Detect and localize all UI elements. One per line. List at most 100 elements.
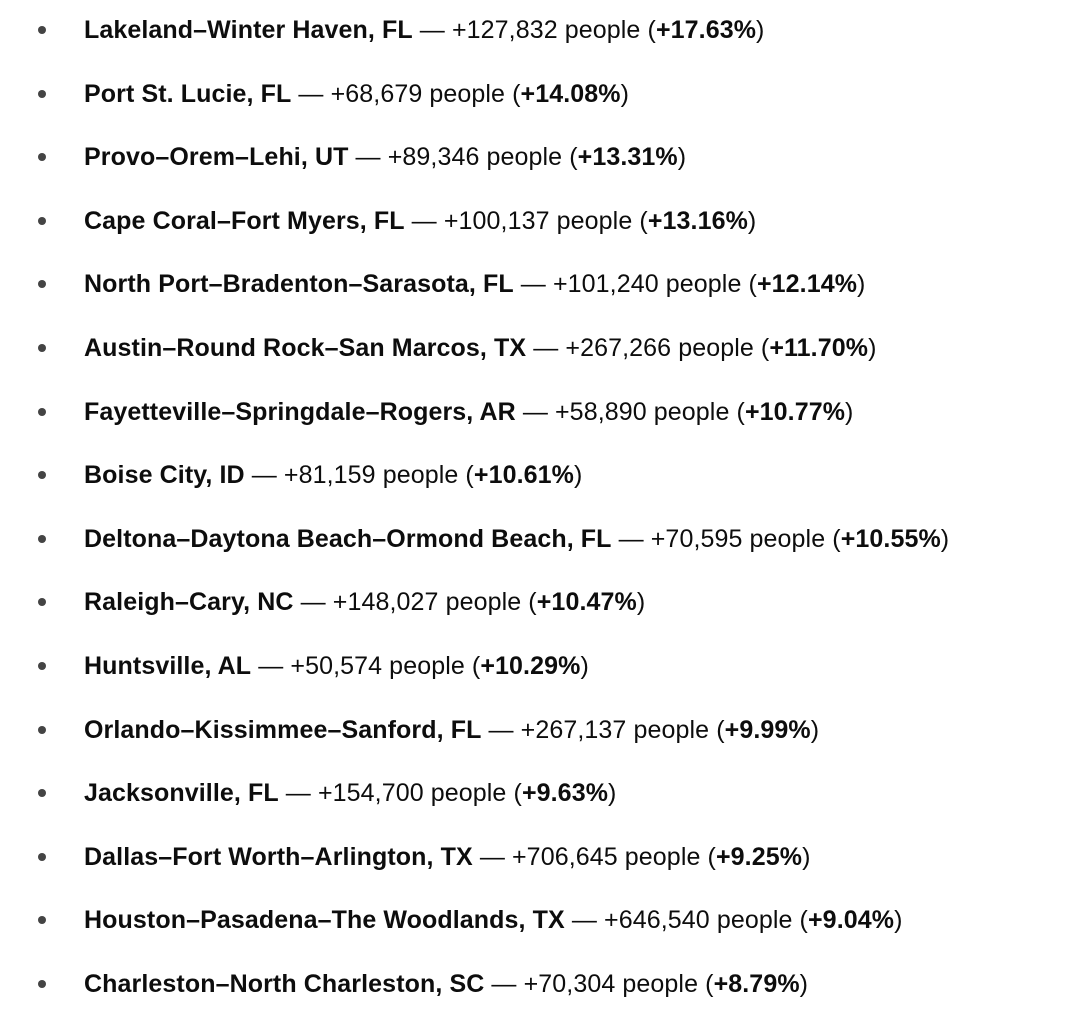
list-item: Boise City, ID — +81,159 people (+10.61%…: [0, 455, 1074, 495]
list-item: Houston–Pasadena–The Woodlands, TX — +64…: [0, 900, 1074, 940]
separator: —: [404, 207, 444, 235]
separator: —: [472, 843, 512, 871]
bullet-icon: [38, 280, 46, 288]
list-item: Provo–Orem–Lehi, UT — +89,346 people (+1…: [0, 137, 1074, 177]
list-item-text: Orlando–Kissimmee–Sanford, FL — +267,137…: [84, 710, 819, 750]
list-item: Austin–Round Rock–San Marcos, TX — +267,…: [0, 328, 1074, 368]
growth-count: +50,574 people: [290, 652, 465, 680]
list-item: Dallas–Fort Worth–Arlington, TX — +706,6…: [0, 837, 1074, 877]
list-item-text: Austin–Round Rock–San Marcos, TX — +267,…: [84, 328, 877, 368]
bullet-icon: [38, 726, 46, 734]
growth-count: +706,645 people: [511, 843, 701, 871]
growth-percent: +9.25%: [715, 843, 803, 871]
list-item: Deltona–Daytona Beach–Ormond Beach, FL —…: [0, 519, 1074, 559]
metro-name: Charleston–North Charleston, SC: [84, 970, 485, 998]
growth-percent: +8.79%: [713, 970, 800, 998]
paren-close: ): [608, 779, 617, 807]
list-item-text: Huntsville, AL — +50,574 people (+10.29%…: [84, 646, 589, 686]
paren-close: ): [636, 588, 646, 616]
paren-open: (: [825, 525, 841, 553]
paren-open: (: [698, 970, 714, 998]
separator: —: [484, 970, 524, 998]
list-item: Orlando–Kissimmee–Sanford, FL — +267,137…: [0, 710, 1074, 750]
paren-close: ): [756, 16, 765, 44]
growth-count: +58,890 people: [554, 398, 730, 426]
list-item-text: Deltona–Daytona Beach–Ormond Beach, FL —…: [84, 519, 949, 559]
growth-count: +101,240 people: [552, 270, 742, 298]
growth-count: +127,832 people: [451, 16, 641, 44]
bullet-icon: [38, 153, 46, 161]
growth-count: +267,266 people: [565, 334, 754, 362]
separator: —: [481, 716, 521, 744]
bullet-icon: [38, 598, 46, 606]
bullet-icon: [38, 217, 46, 225]
growth-percent: +13.16%: [647, 207, 748, 235]
bullet-icon: [38, 662, 46, 670]
list-item-text: North Port–Bradenton–Sarasota, FL — +101…: [84, 264, 865, 304]
paren-open: (: [464, 652, 481, 680]
metro-name: Deltona–Daytona Beach–Ormond Beach, FL: [84, 525, 612, 553]
growth-count: +81,159 people: [283, 461, 459, 489]
list-item: Lakeland–Winter Haven, FL — +127,832 peo…: [0, 10, 1074, 50]
paren-close: ): [894, 906, 903, 934]
growth-count: +68,679 people: [330, 80, 506, 108]
growth-count: +646,540 people: [604, 906, 793, 934]
paren-open: (: [458, 461, 474, 489]
paren-close: ): [677, 143, 687, 171]
paren-open: (: [700, 843, 716, 871]
growth-percent: +10.77%: [744, 398, 846, 426]
separator: —: [513, 270, 553, 298]
separator: —: [526, 334, 566, 362]
paren-open: (: [729, 398, 745, 426]
separator: —: [291, 80, 331, 108]
separator: —: [348, 143, 388, 171]
paren-open: (: [753, 334, 770, 362]
paren-close: ): [810, 716, 820, 744]
metro-name: Cape Coral–Fort Myers, FL: [84, 207, 405, 235]
bullet-icon: [38, 344, 46, 352]
paren-open: (: [709, 716, 725, 744]
growth-count: +148,027 people: [332, 588, 522, 616]
paren-open: (: [632, 207, 648, 235]
metro-name: Houston–Pasadena–The Woodlands, TX: [84, 906, 565, 934]
list-item: Jacksonville, FL — +154,700 people (+9.6…: [0, 773, 1074, 813]
metro-name: Lakeland–Winter Haven, FL: [84, 16, 413, 44]
bullet-icon: [38, 408, 46, 416]
paren-close: ): [940, 525, 950, 553]
paren-open: (: [562, 143, 578, 171]
list-item-text: Raleigh–Cary, NC — +148,027 people (+10.…: [84, 582, 645, 622]
list-item-text: Charleston–North Charleston, SC — +70,30…: [84, 964, 808, 1004]
list-item: Charleston–North Charleston, SC — +70,30…: [0, 964, 1074, 1004]
separator: —: [293, 588, 333, 616]
metro-name: Dallas–Fort Worth–Arlington, TX: [84, 843, 473, 871]
growth-count: +89,346 people: [387, 143, 563, 171]
separator: —: [611, 525, 651, 553]
separator: —: [278, 779, 318, 807]
paren-close: ): [580, 652, 589, 680]
separator: —: [564, 906, 604, 934]
metro-name: Provo–Orem–Lehi, UT: [84, 143, 349, 171]
paren-open: (: [506, 779, 522, 807]
list-item: Cape Coral–Fort Myers, FL — +100,137 peo…: [0, 201, 1074, 241]
paren-open: (: [741, 270, 757, 298]
list-item-text: Fayetteville–Springdale–Rogers, AR — +58…: [84, 392, 853, 432]
paren-close: ): [799, 970, 809, 998]
metro-name: Raleigh–Cary, NC: [84, 588, 294, 616]
list-item-text: Houston–Pasadena–The Woodlands, TX — +64…: [84, 900, 903, 940]
growth-count: +70,595 people: [650, 525, 826, 553]
bullet-icon: [38, 916, 46, 924]
separator: —: [515, 398, 555, 426]
metro-name: Huntsville, AL: [84, 652, 252, 680]
growth-percent: +10.61%: [473, 461, 574, 489]
metro-name: Boise City, ID: [84, 461, 245, 489]
separator: —: [244, 461, 284, 489]
growth-percent: +9.04%: [807, 906, 895, 934]
growth-percent: +9.99%: [724, 716, 811, 744]
separator: —: [251, 652, 291, 680]
metro-name: Port St. Lucie, FL: [84, 80, 292, 108]
list-item-text: Jacksonville, FL — +154,700 people (+9.6…: [84, 773, 616, 813]
separator: —: [412, 16, 452, 44]
growth-percent: +14.08%: [520, 80, 621, 108]
list-item-text: Provo–Orem–Lehi, UT — +89,346 people (+1…: [84, 137, 686, 177]
growth-count: +100,137 people: [443, 207, 633, 235]
